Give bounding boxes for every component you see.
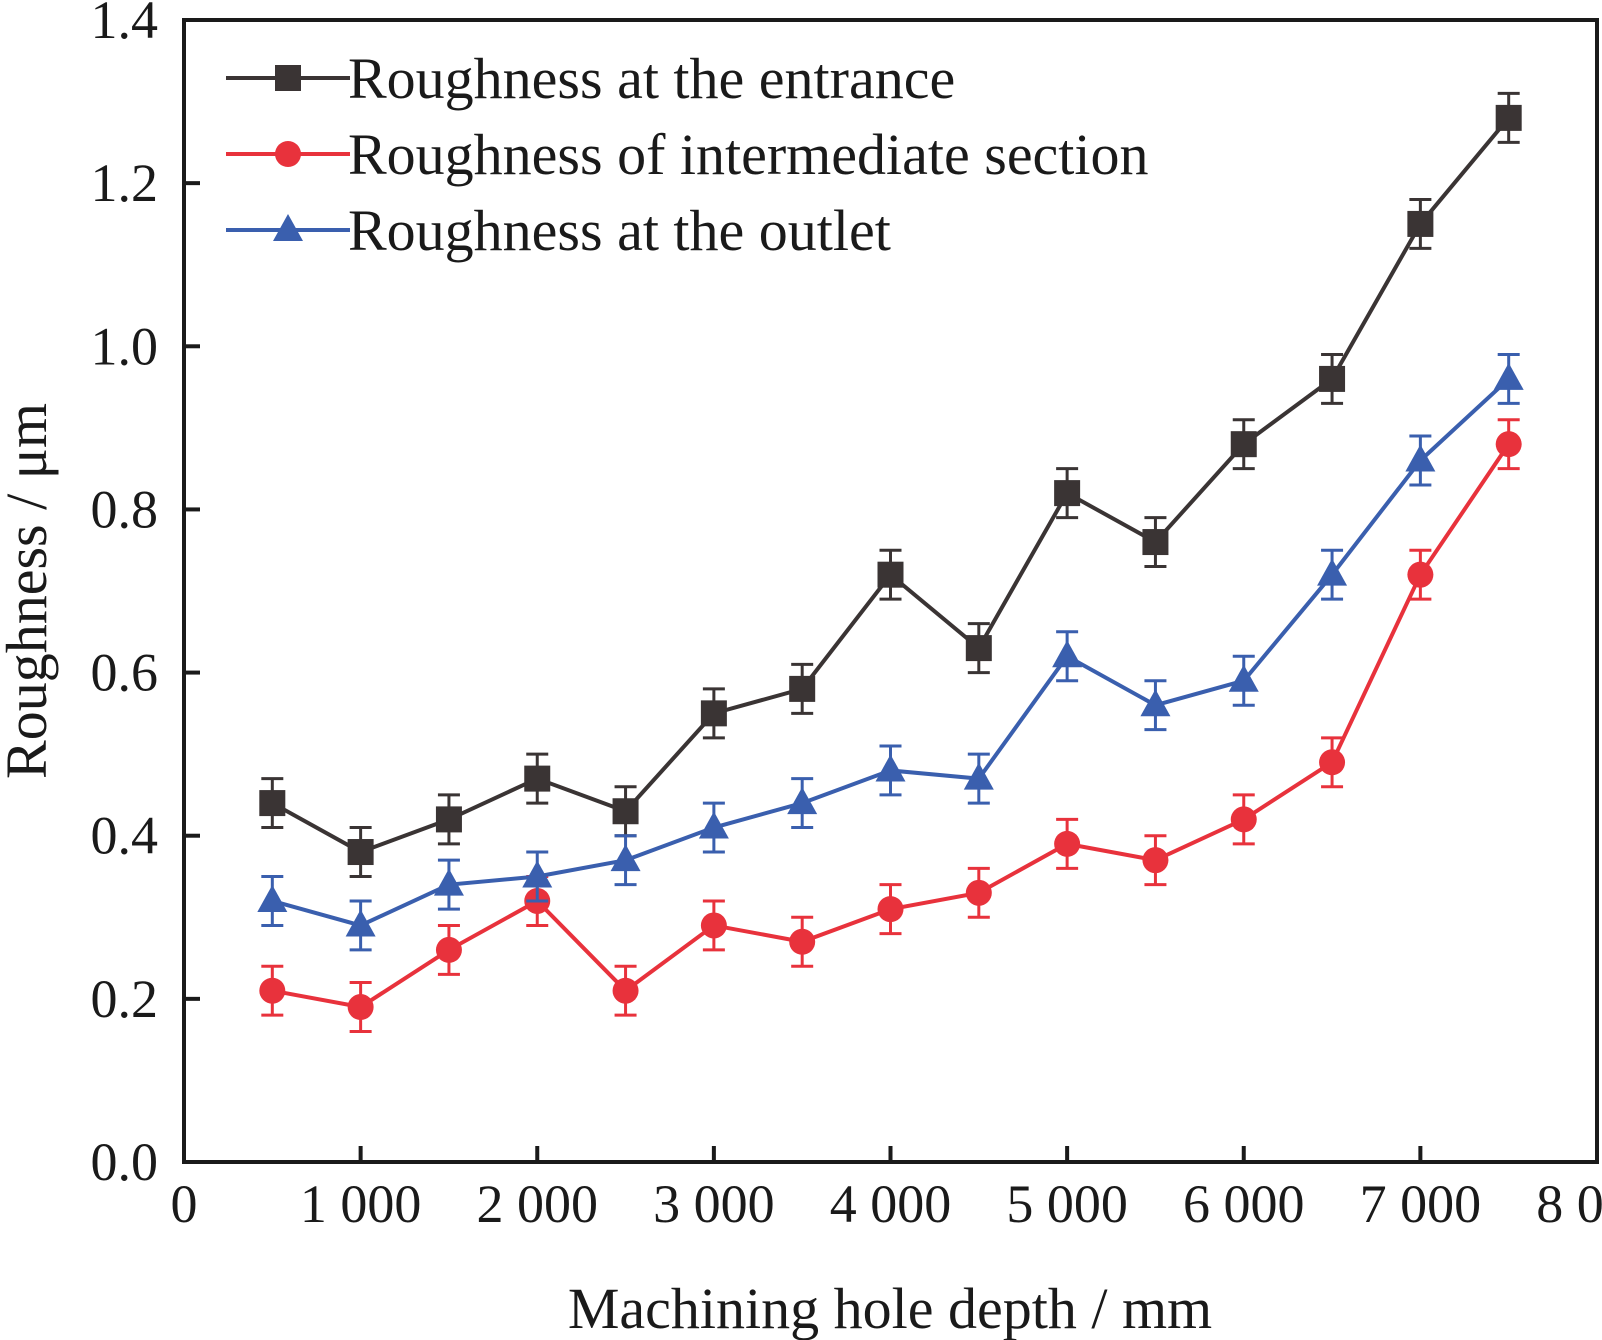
y-tick-label: 1.4 — [91, 0, 159, 50]
x-axis-title: Machining hole depth / mm — [568, 1276, 1212, 1340]
data-point — [347, 994, 374, 1021]
data-point — [1054, 830, 1081, 857]
legend-marker — [273, 214, 303, 241]
data-point — [877, 896, 904, 923]
data-point — [612, 977, 639, 1004]
data-point — [1142, 529, 1169, 556]
data-point — [787, 787, 818, 815]
data-point — [700, 912, 727, 939]
data-point — [1405, 444, 1436, 472]
series-1 — [259, 91, 1522, 878]
data-point — [1052, 640, 1083, 668]
y-tick-label: 0.2 — [91, 969, 159, 1029]
data-point — [700, 700, 727, 727]
y-axis-ticks: 0.0 0.2 0.4 0.6 0.8 1.0 1.2 1.4 — [91, 0, 200, 1192]
data-point — [1493, 362, 1524, 390]
legend-label: Roughness at the outlet — [348, 198, 891, 263]
data-point — [1407, 210, 1434, 237]
data-point — [1054, 480, 1081, 507]
data-point — [789, 928, 816, 955]
data-point — [1495, 104, 1522, 131]
data-point — [1407, 561, 1434, 588]
data-point — [610, 844, 641, 872]
x-tick-label: 2 000 — [477, 1174, 599, 1234]
data-point — [347, 839, 374, 866]
y-tick-label: 1.0 — [91, 316, 159, 376]
y-tick-label: 0.8 — [91, 479, 159, 539]
data-point — [965, 635, 992, 662]
x-axis-ticks: 0 1 000 2 000 3 000 4 000 5 000 6 000 7 000 8 00… — [171, 1146, 1602, 1234]
legend-marker — [275, 65, 301, 91]
x-tick-label: 5 000 — [1006, 1174, 1128, 1234]
data-point — [522, 860, 553, 888]
y-tick-label: 0.4 — [91, 806, 159, 866]
data-point — [1495, 431, 1522, 458]
data-point — [877, 561, 904, 588]
data-point — [1142, 847, 1169, 874]
data-point — [524, 765, 551, 792]
data-point — [345, 909, 376, 937]
series-2 — [259, 418, 1522, 1033]
data-point — [963, 762, 994, 790]
data-point — [875, 754, 906, 782]
y-tick-label: 0.6 — [91, 643, 159, 703]
x-tick-label: 1 000 — [300, 1174, 422, 1234]
data-point — [259, 790, 286, 817]
data-point — [1140, 689, 1171, 717]
legend: Roughness at the entrance Roughness of in… — [226, 46, 1149, 263]
data-point — [259, 977, 286, 1004]
data-point — [698, 811, 729, 839]
x-tick-label: 8 000 — [1536, 1174, 1602, 1234]
series-3 — [257, 352, 1524, 952]
series-layer — [257, 91, 1524, 1033]
data-point — [612, 798, 639, 825]
data-point — [1230, 806, 1257, 833]
x-tick-label: 0 — [171, 1174, 198, 1234]
data-point — [1317, 558, 1348, 586]
data-point — [1319, 365, 1346, 392]
data-point — [1230, 431, 1257, 458]
x-tick-label: 7 000 — [1360, 1174, 1482, 1234]
data-point — [789, 675, 816, 702]
data-point — [435, 936, 462, 963]
y-axis-title: Roughness / μm — [0, 403, 59, 779]
x-tick-label: 6 000 — [1183, 1174, 1305, 1234]
data-point — [1228, 664, 1259, 692]
data-point — [435, 806, 462, 833]
data-point — [257, 884, 288, 912]
legend-label: Roughness at the entrance — [348, 46, 955, 111]
legend-label: Roughness of intermediate section — [348, 122, 1149, 187]
y-tick-label: 1.2 — [91, 153, 159, 213]
data-point — [965, 879, 992, 906]
data-point — [1319, 749, 1346, 776]
x-tick-label: 3 000 — [653, 1174, 775, 1234]
data-point — [433, 868, 464, 896]
legend-marker — [275, 141, 301, 167]
y-tick-label: 0.0 — [91, 1132, 159, 1192]
x-tick-label: 4 000 — [830, 1174, 952, 1234]
